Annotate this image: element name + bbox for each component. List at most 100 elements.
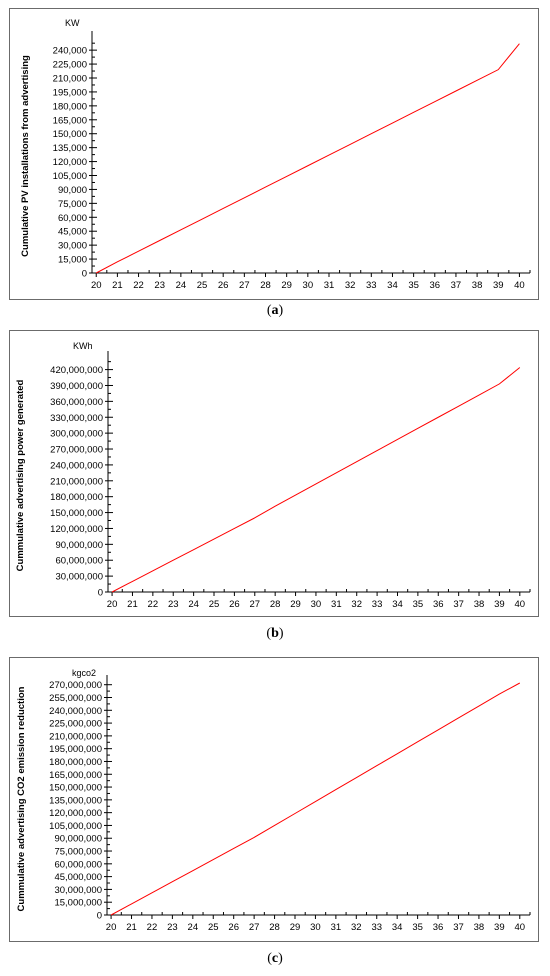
x-tick-label: 28: [260, 280, 271, 291]
y-tick-label: 120,000,000: [50, 524, 103, 535]
x-tick-label: 36: [429, 280, 440, 291]
x-tick-label: 24: [176, 280, 187, 291]
y-tick-label: 45,000,000: [54, 872, 102, 883]
y-tick-label: 120,000: [53, 157, 87, 168]
x-tick-label: 30: [303, 280, 314, 291]
caption-a: (a): [266, 303, 284, 318]
x-tick-label: 22: [133, 280, 144, 291]
x-tick-label: 37: [453, 599, 464, 610]
y-tick-label: 240,000,000: [50, 460, 103, 471]
x-tick-label: 34: [387, 280, 398, 291]
x-tick-label: 29: [281, 280, 292, 291]
chart-c-svg: kgco2 Cummulative advertising CO2 emissio…: [16, 668, 531, 933]
x-tick-label: 31: [331, 599, 342, 610]
x-tick-label: 23: [168, 599, 179, 610]
y-tick-label: 75,000: [58, 199, 87, 210]
x-tick-label: 28: [270, 599, 281, 610]
x-tick-label: 33: [366, 280, 377, 291]
unit-label: kgco2: [72, 668, 96, 678]
x-tick-label: 24: [188, 922, 199, 933]
y-tick-label: 180,000,000: [49, 757, 102, 768]
y-axis-title: Cummulative advertising CO2 emission red…: [16, 686, 27, 911]
unit-label: KWh: [73, 341, 93, 351]
y-tick-label: 90,000,000: [55, 540, 103, 551]
y-tick-label: 45,000: [58, 227, 87, 238]
x-tick-label: 32: [351, 922, 362, 933]
y-tick-label: 90,000,000: [54, 834, 102, 845]
y-tick-label: 300,000,000: [50, 429, 103, 440]
x-tick-label: 20: [107, 599, 118, 610]
x-tick-label: 26: [229, 599, 240, 610]
x-tick-label: 27: [249, 599, 260, 610]
caption-a-letter: a: [271, 303, 279, 318]
series-line: [95, 43, 520, 274]
y-tick-label: 60,000: [58, 213, 87, 224]
y-tick-label: 135,000: [53, 143, 87, 154]
y-tick-label: 195,000,000: [49, 744, 102, 755]
y-axis-title: Cummulative advertising power generated: [15, 379, 26, 571]
y-tick-label: 105,000: [53, 171, 87, 182]
x-tick-label: 26: [218, 280, 229, 291]
y-tick-label: 180,000: [53, 101, 87, 112]
y-tick-label: 75,000,000: [54, 847, 102, 858]
x-tick-label: 37: [453, 922, 464, 933]
chart-panel-b: KWh Cummulative advertising power generat…: [9, 330, 539, 617]
x-tick-label: 26: [228, 922, 239, 933]
x-tick-label: 34: [392, 922, 403, 933]
x-tick-label: 20: [106, 922, 117, 933]
x-tick-label: 34: [392, 599, 403, 610]
y-tick-label: 390,000,000: [50, 381, 103, 392]
y-tick-label: 240,000: [53, 46, 87, 57]
x-tick-label: 39: [494, 599, 505, 610]
y-tick-label: 15,000: [58, 255, 87, 266]
unit-label: KW: [65, 18, 80, 28]
y-tick-label: 270,000,000: [49, 680, 102, 691]
x-tick-label: 20: [91, 280, 102, 291]
y-tick-label: 30,000,000: [54, 885, 102, 896]
y-tick-label: 0: [82, 269, 87, 280]
y-tick-label: 195,000: [53, 87, 87, 98]
y-tick-label: 15,000,000: [54, 898, 102, 909]
y-tick-label: 30,000: [58, 241, 87, 252]
y-tick-label: 225,000,000: [49, 719, 102, 730]
x-tick-label: 32: [345, 280, 356, 291]
x-tick-label: 33: [371, 922, 382, 933]
y-tick-label: 90,000: [58, 185, 87, 196]
x-tick-label: 27: [239, 280, 250, 291]
y-tick-label: 165,000,000: [49, 770, 102, 781]
x-tick-label: 37: [451, 280, 462, 291]
y-tick-label: 135,000,000: [49, 795, 102, 806]
y-tick-label: 210,000: [53, 74, 87, 85]
x-tick-label: 38: [472, 280, 483, 291]
x-tick-label: 21: [112, 280, 123, 291]
y-tick-label: 210,000,000: [49, 731, 102, 742]
x-tick-label: 36: [433, 922, 444, 933]
x-tick-label: 39: [494, 922, 505, 933]
x-tick-label: 25: [197, 280, 208, 291]
y-tick-label: 165,000: [53, 115, 87, 126]
chart-panel-c: kgco2 Cummulative advertising CO2 emissio…: [9, 657, 539, 942]
caption-c-letter: c: [271, 951, 279, 966]
chart-b-svg: KWh Cummulative advertising power generat…: [15, 341, 531, 610]
y-tick-label: 270,000,000: [50, 445, 103, 456]
series-line: [111, 367, 521, 593]
y-tick-label: 360,000,000: [50, 397, 103, 408]
x-tick-label: 23: [154, 280, 165, 291]
x-tick-label: 36: [433, 599, 444, 610]
x-tick-label: 28: [269, 922, 280, 933]
x-tick-label: 22: [147, 922, 158, 933]
y-axis-title: Cumulative PV installations from adverti…: [20, 55, 31, 257]
x-tick-label: 30: [311, 599, 322, 610]
series-line: [110, 682, 521, 916]
x-tick-label: 38: [474, 922, 485, 933]
y-tick-label: 30,000,000: [55, 572, 103, 583]
x-tick-label: 39: [493, 280, 504, 291]
x-tick-label: 40: [515, 599, 526, 610]
x-tick-label: 35: [408, 280, 419, 291]
x-tick-label: 21: [127, 599, 138, 610]
y-tick-label: 120,000,000: [49, 808, 102, 819]
y-tick-label: 225,000: [53, 60, 87, 71]
x-tick-label: 32: [351, 599, 362, 610]
x-tick-label: 31: [331, 922, 342, 933]
caption-c: (c): [267, 951, 283, 966]
